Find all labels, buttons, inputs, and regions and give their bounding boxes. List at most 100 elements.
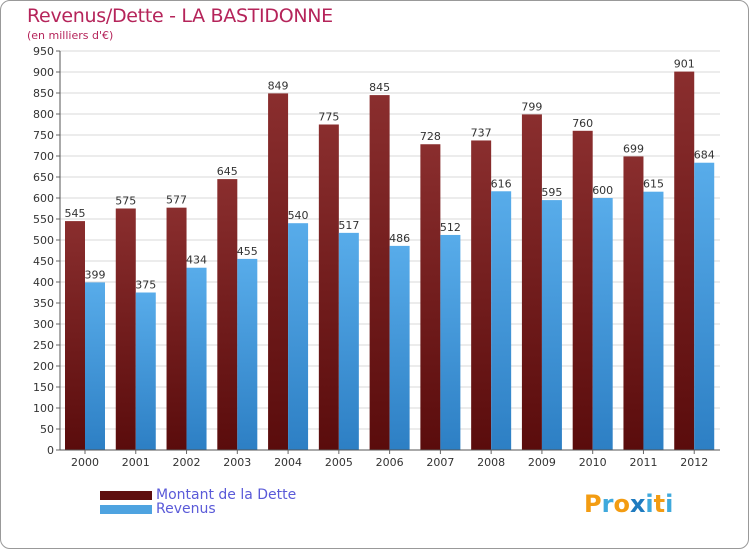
- y-tick-label: 0: [47, 444, 54, 457]
- data-label-dette: 849: [268, 79, 289, 92]
- data-label-dette: 775: [318, 111, 339, 124]
- data-label-dette: 799: [521, 100, 542, 113]
- legend-swatch-dette: [100, 490, 152, 500]
- y-tick-label: 450: [33, 255, 54, 268]
- bar-revenus: [85, 282, 105, 450]
- data-label-revenus: 616: [491, 177, 512, 190]
- y-tick-label: 750: [33, 129, 54, 142]
- x-tick-label: 2007: [426, 456, 454, 469]
- bar-revenus: [440, 234, 461, 450]
- data-label-dette: 575: [115, 195, 136, 208]
- bar-dette: [521, 114, 542, 451]
- logo-letter: r: [601, 490, 614, 518]
- y-tick-label: 600: [33, 192, 54, 205]
- logo-letter: t: [653, 490, 666, 518]
- data-label-revenus: 455: [237, 245, 258, 258]
- y-tick-label: 200: [33, 360, 54, 373]
- y-tick-label: 800: [33, 108, 54, 121]
- bar-dette: [217, 179, 238, 450]
- y-tick-label: 50: [40, 423, 54, 436]
- bar-dette: [420, 144, 441, 451]
- bar-dette: [674, 71, 695, 450]
- data-label-dette: 845: [369, 81, 390, 94]
- bar-revenus: [592, 198, 613, 450]
- data-label-dette: 645: [217, 165, 238, 178]
- data-label-revenus: 595: [541, 186, 562, 199]
- logo-letter: x: [629, 490, 646, 518]
- x-tick-label: 2000: [71, 456, 99, 469]
- bar-revenus: [288, 223, 309, 450]
- data-label-dette: 901: [674, 58, 695, 71]
- logo-letter: i: [665, 490, 674, 518]
- y-tick-label: 100: [33, 402, 54, 415]
- x-tick-label: 2002: [173, 456, 201, 469]
- y-tick-label: 900: [33, 66, 54, 79]
- y-tick-label: 300: [33, 318, 54, 331]
- x-tick-label: 2001: [122, 456, 150, 469]
- y-tick-label: 500: [33, 234, 54, 247]
- y-tick-label: 700: [33, 150, 54, 163]
- data-label-dette: 577: [166, 194, 187, 207]
- y-tick-label: 950: [33, 45, 54, 58]
- y-tick-label: 350: [33, 297, 54, 310]
- bar-dette: [572, 130, 593, 451]
- x-tick-label: 2004: [274, 456, 302, 469]
- x-tick-label: 2006: [376, 456, 404, 469]
- data-label-revenus: 434: [186, 254, 207, 267]
- bar-revenus: [389, 245, 410, 450]
- x-tick-label: 2010: [579, 456, 607, 469]
- data-label-dette: 728: [420, 130, 441, 143]
- bar-revenus: [694, 162, 715, 450]
- y-tick-label: 150: [33, 381, 54, 394]
- bar-dette: [369, 95, 390, 450]
- bar-revenus: [643, 191, 664, 450]
- legend-item-revenus: Revenus: [100, 501, 216, 517]
- bar-revenus: [186, 267, 207, 450]
- data-label-revenus: 684: [694, 149, 715, 162]
- x-tick-label: 2012: [680, 456, 708, 469]
- x-tick-label: 2003: [223, 456, 251, 469]
- logo-letter: o: [613, 490, 630, 518]
- data-label-revenus: 615: [643, 178, 664, 191]
- data-label-revenus: 600: [592, 184, 613, 197]
- data-label-revenus: 399: [85, 268, 106, 281]
- bar-dette: [268, 93, 289, 451]
- bar-revenus: [491, 191, 512, 450]
- data-label-revenus: 375: [135, 279, 156, 292]
- bar-dette: [623, 156, 644, 451]
- bar-revenus: [541, 200, 562, 450]
- data-label-revenus: 512: [440, 221, 461, 234]
- x-tick-label: 2009: [528, 456, 556, 469]
- logo-letter: P: [584, 490, 602, 518]
- bar-revenus: [237, 258, 258, 450]
- legend-swatch-revenus: [100, 504, 152, 514]
- data-label-dette: 699: [623, 142, 644, 155]
- bar-dette: [318, 124, 339, 450]
- data-label-dette: 737: [471, 126, 492, 139]
- data-label-revenus: 486: [389, 232, 410, 245]
- data-label-revenus: 540: [288, 209, 309, 222]
- logo-letter: i: [645, 490, 654, 518]
- legend-item-dette: Montant de la Dette: [100, 487, 296, 503]
- y-tick-label: 400: [33, 276, 54, 289]
- y-tick-label: 550: [33, 213, 54, 226]
- proxiti-logo: Proxiti: [584, 490, 673, 518]
- x-tick-label: 2005: [325, 456, 353, 469]
- chart-title: Revenus/Dette - LA BASTIDONNE: [27, 5, 333, 27]
- y-tick-label: 850: [33, 87, 54, 100]
- bar-dette: [166, 207, 187, 450]
- bar-dette: [471, 140, 492, 450]
- y-tick-label: 650: [33, 171, 54, 184]
- legend-label-revenus: Revenus: [156, 501, 216, 517]
- x-tick-label: 2011: [629, 456, 657, 469]
- bar-revenus: [135, 292, 156, 450]
- data-label-revenus: 517: [338, 219, 359, 232]
- data-label-dette: 545: [65, 207, 86, 220]
- chart-subtitle: (en milliers d'€): [27, 29, 114, 42]
- bar-revenus: [338, 232, 359, 450]
- y-tick-label: 250: [33, 339, 54, 352]
- bar-dette: [65, 221, 85, 450]
- legend-label-dette: Montant de la Dette: [156, 487, 297, 503]
- data-label-dette: 760: [572, 117, 593, 130]
